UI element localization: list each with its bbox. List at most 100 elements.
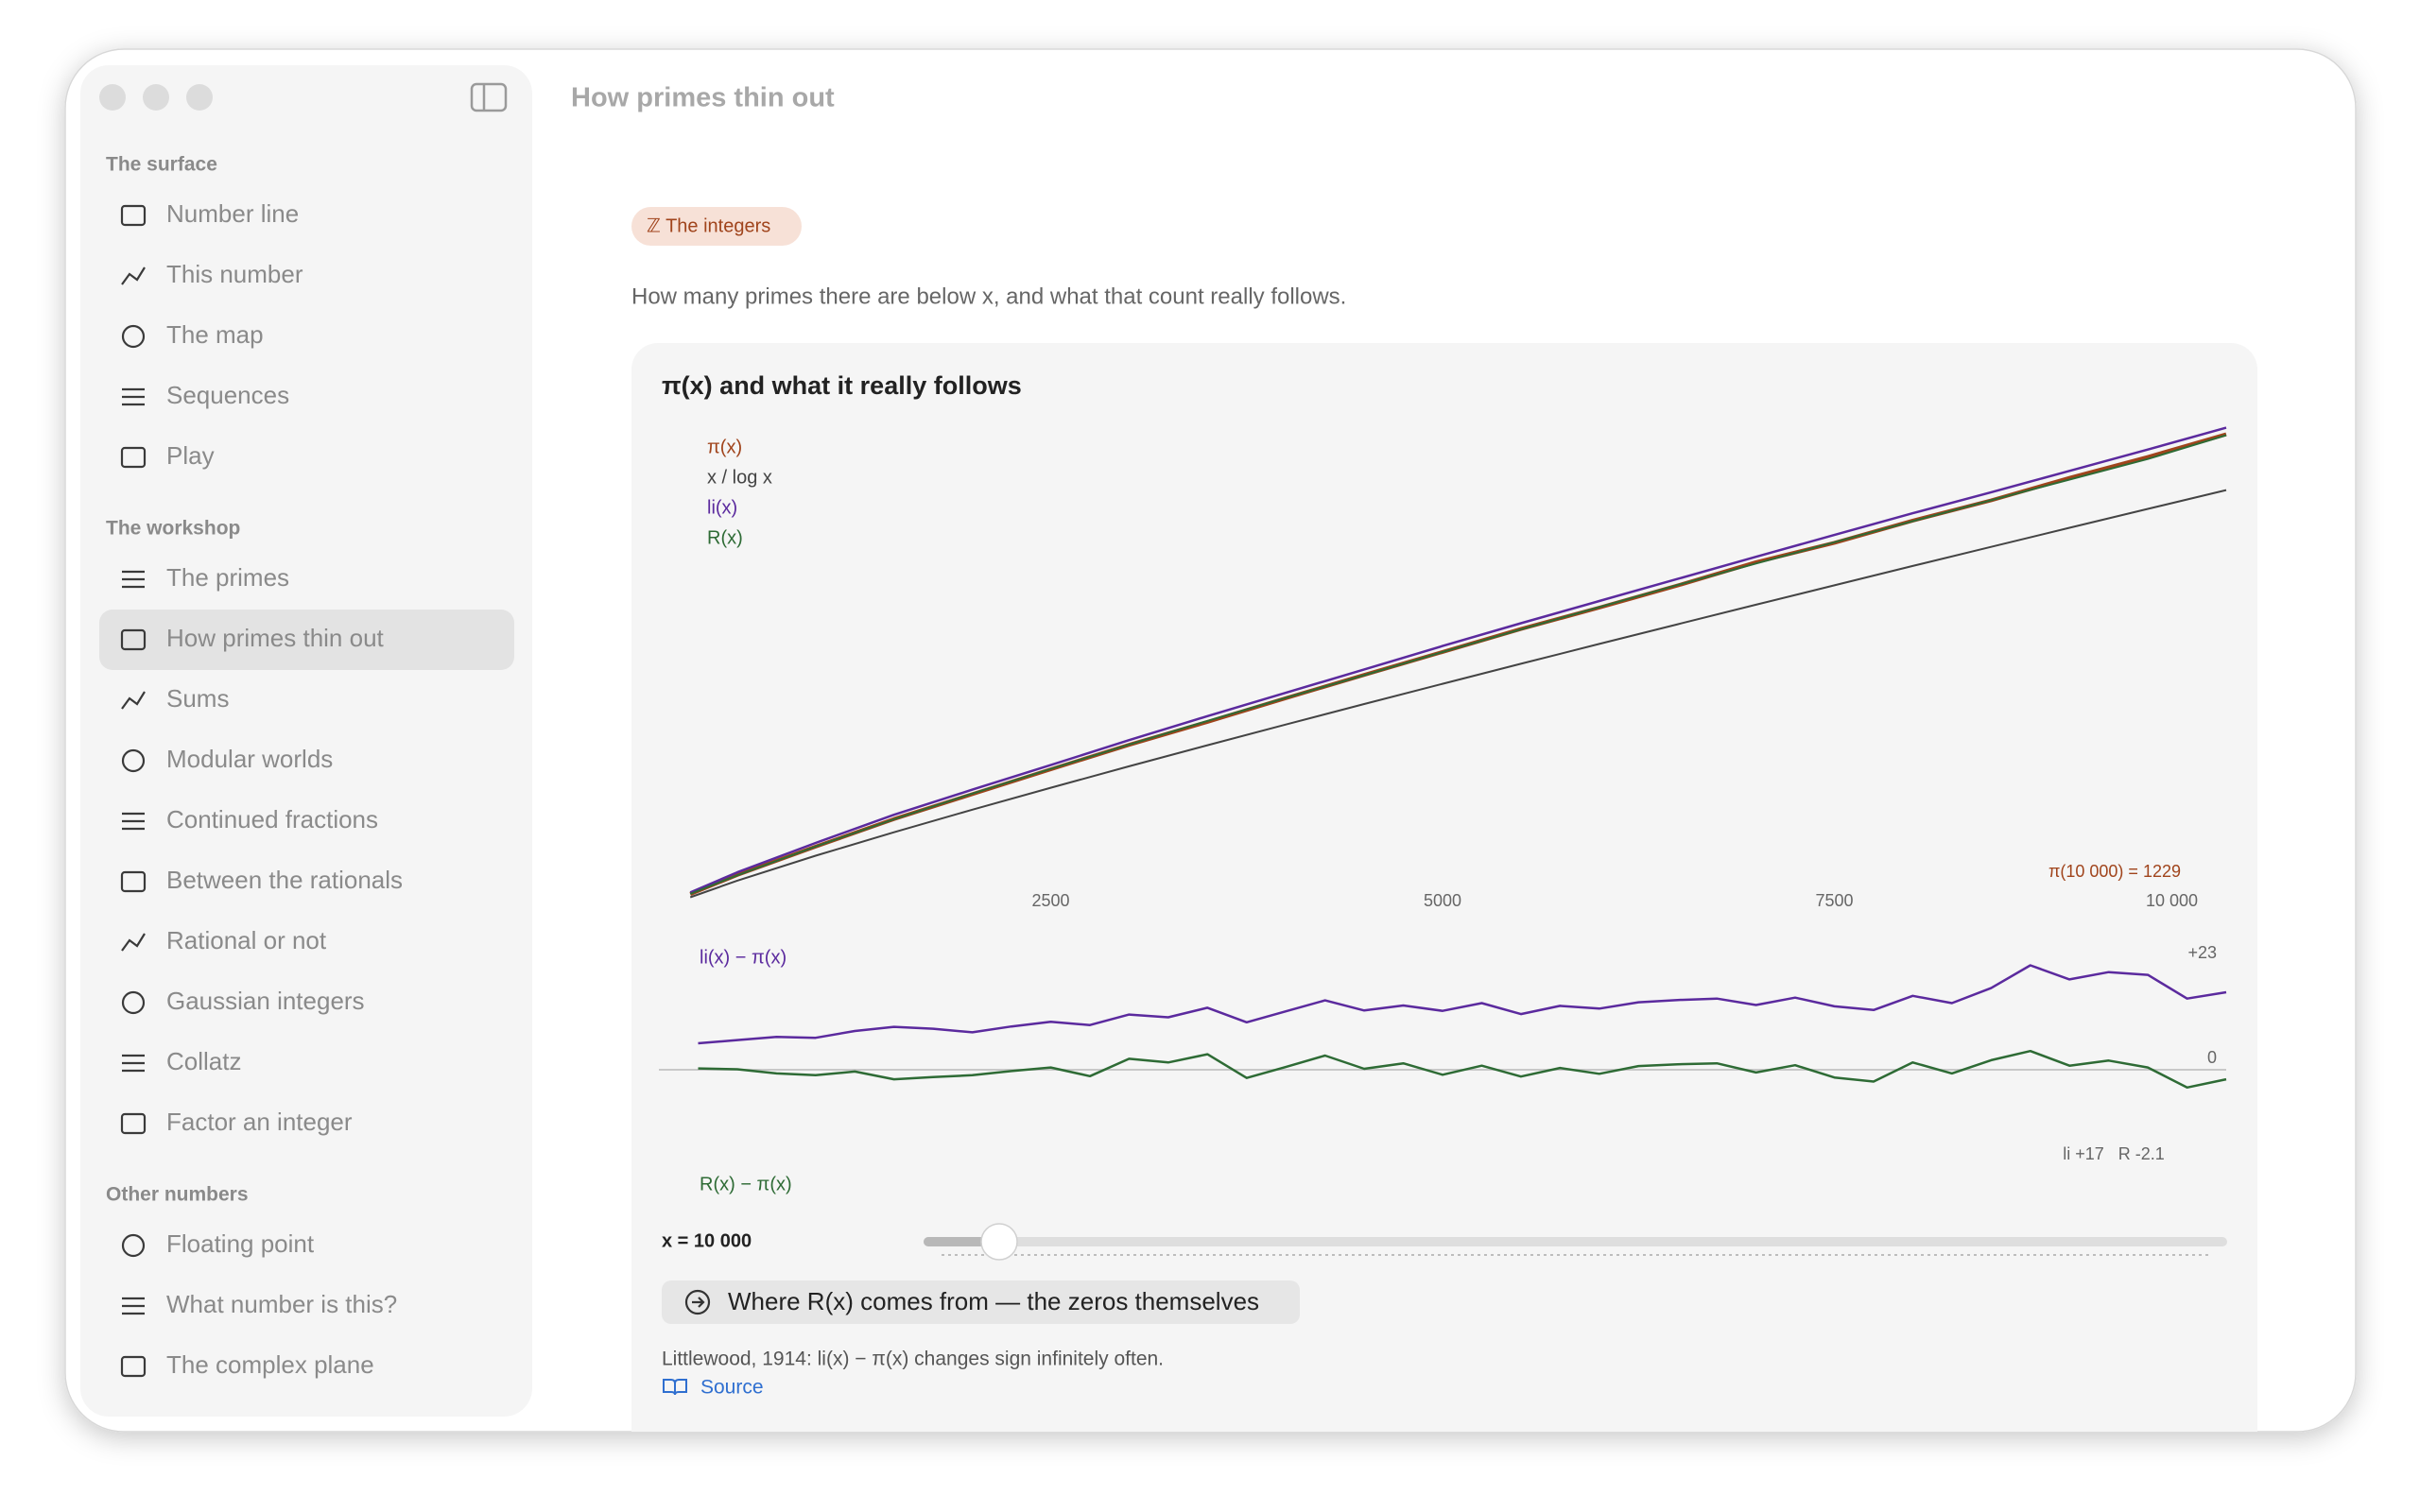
nav-item[interactable]: The primes [166, 563, 289, 592]
legend-entry: π(x) [707, 437, 742, 457]
nav-icon [120, 1355, 147, 1378]
nav-icon [121, 1233, 146, 1258]
source-link[interactable]: Source [700, 1377, 764, 1399]
window-title: How primes thin out [571, 83, 835, 113]
section-header: Other numbers [106, 1184, 249, 1206]
sidebar-toggle[interactable] [470, 82, 508, 112]
nav-item[interactable]: Rational or not [166, 926, 327, 954]
button-label: Where R(x) comes from — the zeros themse… [728, 1287, 1259, 1315]
slider-track [924, 1237, 2227, 1246]
icon-shape [120, 204, 147, 227]
icon-shape [122, 812, 145, 831]
series-line [698, 1049, 2227, 1090]
nav-item[interactable]: This number [166, 260, 303, 288]
section-header: The workshop [106, 518, 240, 540]
sidebar [80, 65, 532, 1417]
nav-item[interactable]: Sums [166, 684, 229, 713]
series-label: R(x) − π(x) [700, 1174, 792, 1194]
nav-icon [121, 324, 146, 349]
nav-item[interactable]: How primes thin out [166, 624, 385, 652]
x-tick-label: 7500 [1815, 891, 1853, 910]
button[interactable] [662, 1280, 1300, 1324]
slider-fill [924, 1237, 999, 1246]
card-title: π(x) and what it really follows [662, 371, 1022, 400]
close-button[interactable] [99, 84, 126, 111]
minimize-button[interactable] [143, 84, 169, 111]
slider[interactable] [924, 1223, 2227, 1261]
nav-icon [121, 933, 146, 952]
nav-item[interactable]: The map [166, 320, 264, 349]
icon-shape [120, 1355, 147, 1378]
nav-icon [121, 748, 146, 773]
x-tick-label: 2500 [1031, 891, 1069, 910]
y-tick-label: +23 [2187, 943, 2217, 962]
x-tick-label: 10 000 [2146, 891, 2198, 910]
icon-shape [122, 387, 145, 406]
nav-item[interactable]: Gaussian integers [166, 987, 365, 1015]
icon-shape [120, 870, 147, 893]
nav-icon [120, 1112, 147, 1135]
window-content: How primes thin out The surface Number li… [80, 65, 2257, 1432]
nav-item[interactable]: The complex plane [166, 1350, 374, 1379]
nav-item[interactable]: Modular worlds [166, 745, 333, 773]
icon-shape [122, 1297, 145, 1315]
nav-item[interactable]: Continued fractions [166, 805, 378, 833]
series-line [698, 964, 2227, 1045]
slider-thumb[interactable] [980, 1223, 1018, 1261]
nav-item[interactable]: Between the rationals [166, 866, 403, 894]
nav-icon [122, 570, 145, 589]
book-icon [663, 1379, 687, 1396]
nav-item[interactable]: Factor an integer [166, 1108, 353, 1136]
slider-label: x = 10 000 [662, 1230, 752, 1251]
nav-item[interactable]: Number line [166, 199, 299, 228]
nav-icon [122, 812, 145, 831]
section-header: The surface [106, 154, 217, 176]
icon-shape [121, 1233, 146, 1258]
nav-icon [120, 870, 147, 893]
series-line [689, 489, 2227, 899]
nav-icon [121, 691, 146, 710]
y-tick-label: 0 [2207, 1048, 2217, 1067]
series-label: li(x) − π(x) [700, 947, 786, 968]
active-item-bg [99, 610, 514, 670]
description: How many primes there are below x, and w… [631, 284, 1346, 309]
series-line [689, 434, 2227, 895]
annotation: π(10 000) = 1229 [2048, 862, 2181, 881]
readout: li +17 R -2.1 [2063, 1144, 2165, 1163]
icon-shape [121, 933, 146, 952]
icon-shape [121, 990, 146, 1015]
nav-icon [122, 1054, 145, 1073]
badge-label: ℤ The integers [647, 215, 770, 236]
card [631, 343, 2257, 1432]
zoom-button[interactable] [186, 84, 213, 111]
legend-entry: R(x) [707, 527, 743, 548]
icon-shape [122, 1054, 145, 1073]
series-line [689, 426, 2227, 894]
nav-icon [121, 990, 146, 1015]
note: Littlewood, 1914: li(x) − π(x) changes s… [662, 1349, 1164, 1370]
icon-shape [121, 266, 146, 285]
nav-icon [122, 1297, 145, 1315]
nav-item[interactable]: Play [166, 441, 215, 470]
nav-icon [122, 387, 145, 406]
nav-icon [120, 628, 147, 651]
nav-icon [120, 446, 147, 469]
icon-shape [121, 324, 146, 349]
legend-entry: x / log x [707, 467, 772, 488]
nav-icon [121, 266, 146, 285]
legend-entry: li(x) [707, 497, 737, 518]
icon-shape [121, 691, 146, 710]
icon-shape [120, 1112, 147, 1135]
nav-item[interactable]: Collatz [166, 1047, 241, 1075]
icon-shape [120, 628, 147, 651]
badge[interactable] [631, 207, 802, 246]
nav-item[interactable]: What number is this? [166, 1290, 397, 1318]
icon-shape [121, 748, 146, 773]
x-tick-label: 5000 [1424, 891, 1461, 910]
nav-item[interactable]: Sequences [166, 381, 289, 409]
icon-shape [120, 446, 147, 469]
nav-item[interactable]: Floating point [166, 1229, 315, 1258]
nav-icon [120, 204, 147, 227]
